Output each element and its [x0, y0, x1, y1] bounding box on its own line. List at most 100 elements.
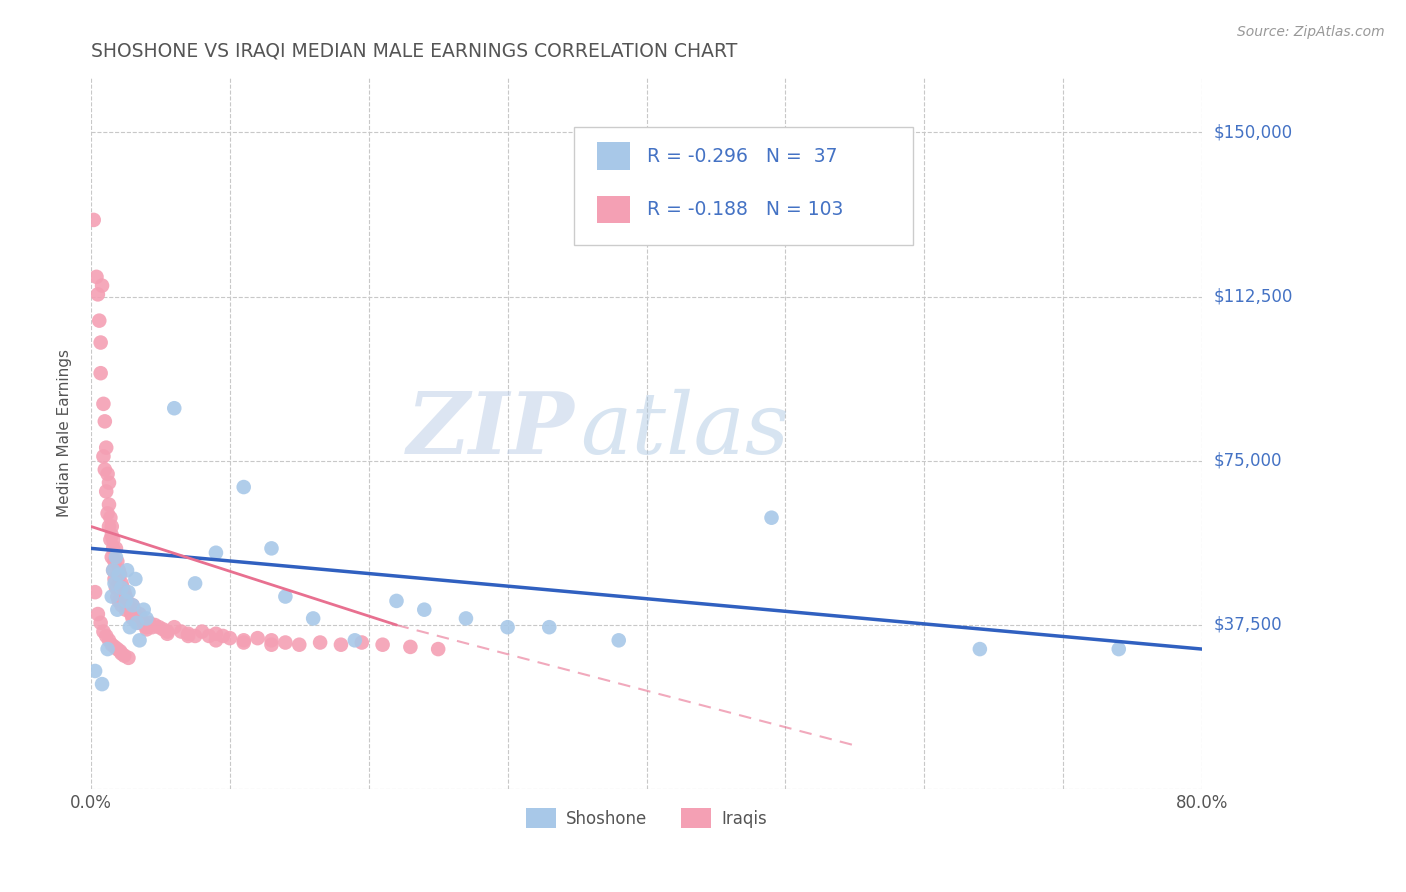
Point — [101, 563, 124, 577]
Point — [260, 541, 283, 556]
FancyBboxPatch shape — [574, 128, 912, 244]
Point — [107, 563, 129, 577]
Point — [260, 638, 283, 652]
Text: Source: ZipAtlas.com: Source: ZipAtlas.com — [1237, 25, 1385, 39]
Point — [100, 590, 122, 604]
Point — [309, 635, 332, 649]
Point — [138, 615, 160, 630]
Point — [104, 541, 127, 556]
Point — [100, 510, 122, 524]
Point — [212, 629, 235, 643]
Point — [607, 633, 630, 648]
Point — [122, 602, 145, 616]
Point — [98, 498, 121, 512]
Point — [90, 366, 112, 380]
Point — [125, 615, 148, 630]
Point — [170, 624, 193, 639]
Point — [94, 462, 117, 476]
Text: ZIP: ZIP — [406, 388, 574, 472]
Point — [98, 475, 121, 490]
Point — [124, 607, 146, 621]
Point — [112, 585, 135, 599]
Point — [191, 624, 214, 639]
Point — [114, 590, 136, 604]
Point — [96, 441, 118, 455]
Point — [115, 563, 138, 577]
Point — [350, 635, 373, 649]
Point — [110, 599, 132, 613]
Point — [454, 611, 477, 625]
Point — [413, 602, 436, 616]
Point — [205, 626, 228, 640]
Point — [101, 533, 124, 547]
Point — [105, 554, 128, 568]
Point — [218, 631, 240, 645]
Point — [117, 585, 139, 599]
Point — [98, 633, 121, 648]
Point — [93, 624, 115, 639]
Point — [100, 528, 122, 542]
Point — [538, 620, 561, 634]
Point — [143, 618, 166, 632]
Point — [117, 599, 139, 613]
Point — [97, 467, 120, 481]
Point — [260, 633, 283, 648]
Point — [97, 642, 120, 657]
Point — [103, 572, 125, 586]
Point — [427, 642, 450, 657]
Point — [302, 611, 325, 625]
Point — [91, 278, 114, 293]
Text: R = -0.188   N = 103: R = -0.188 N = 103 — [647, 200, 842, 219]
Point — [100, 550, 122, 565]
Text: atlas: atlas — [579, 389, 789, 471]
Point — [121, 599, 143, 613]
Point — [156, 626, 179, 640]
Point — [110, 576, 132, 591]
Bar — [596, 195, 630, 224]
Point — [89, 313, 111, 327]
Point — [399, 640, 422, 654]
Point — [232, 480, 254, 494]
Point — [107, 567, 129, 582]
Point — [110, 581, 132, 595]
Point — [104, 550, 127, 565]
Point — [104, 581, 127, 595]
Point — [129, 611, 152, 625]
Point — [761, 510, 783, 524]
Point — [105, 590, 128, 604]
Point — [105, 602, 128, 616]
Point — [135, 620, 157, 634]
Point — [141, 620, 163, 634]
Point — [132, 615, 155, 630]
Point — [86, 269, 108, 284]
Point — [100, 519, 122, 533]
Point — [343, 633, 366, 648]
Point — [118, 620, 141, 634]
Point — [103, 576, 125, 591]
Point — [246, 631, 269, 645]
Point — [121, 611, 143, 625]
Point — [101, 563, 124, 577]
Point — [128, 607, 150, 621]
Text: SHOSHONE VS IRAQI MEDIAN MALE EARNINGS CORRELATION CHART: SHOSHONE VS IRAQI MEDIAN MALE EARNINGS C… — [91, 42, 737, 61]
Point — [205, 546, 228, 560]
Point — [111, 594, 134, 608]
Point — [111, 581, 134, 595]
Point — [90, 615, 112, 630]
Point — [98, 519, 121, 533]
Point — [103, 554, 125, 568]
Point — [107, 594, 129, 608]
Y-axis label: Median Male Earnings: Median Male Earnings — [58, 350, 72, 517]
Point — [274, 590, 297, 604]
Text: $75,000: $75,000 — [1213, 451, 1282, 470]
Point — [91, 677, 114, 691]
Point — [108, 644, 131, 658]
Point — [114, 594, 136, 608]
Point — [112, 648, 135, 663]
Point — [121, 599, 143, 613]
Point — [232, 635, 254, 649]
Point — [288, 638, 311, 652]
Point — [100, 533, 122, 547]
Point — [274, 635, 297, 649]
Point — [84, 664, 107, 678]
